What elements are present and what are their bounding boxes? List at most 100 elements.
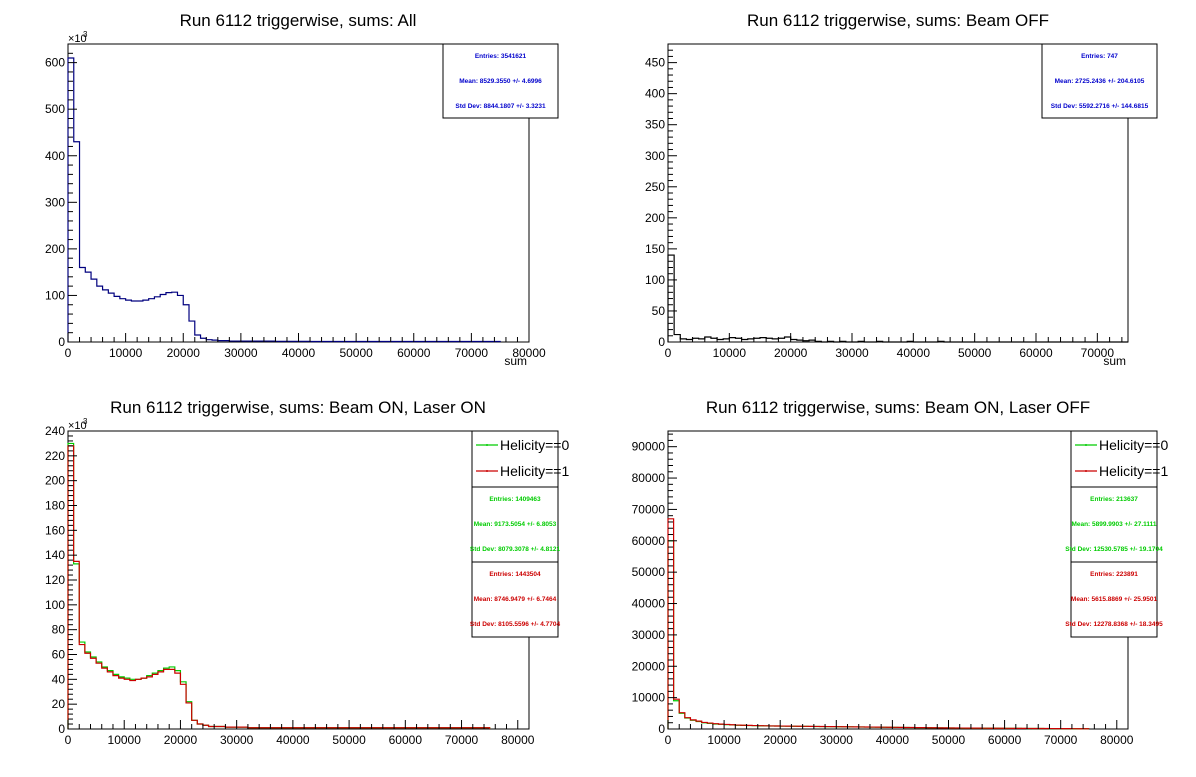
y-axis-exponent-power: 3	[83, 30, 88, 39]
stats-box	[442, 43, 559, 119]
x-tick-label: 10000	[713, 346, 747, 360]
y-tick-label: 100	[45, 598, 65, 612]
x-tick-label: 30000	[835, 346, 869, 360]
y-tick-label: 400	[45, 149, 65, 163]
x-tick-label: 70000	[445, 733, 479, 747]
stats-mean: Mean: 8529.3550 +/- 4.6996	[459, 78, 542, 85]
y-tick-label: 50	[652, 304, 666, 318]
x-tick-label: 60000	[389, 733, 423, 747]
legend-box	[1070, 430, 1158, 488]
histogram-series-0	[67, 442, 491, 729]
plot-frame	[67, 430, 530, 730]
stats-mean: Mean: 2725.2436 +/- 204.6105	[1055, 78, 1145, 85]
y-tick-label: 80	[52, 623, 66, 637]
stats-std-dev: Std Dev: 5592.2716 +/- 144.6815	[1051, 103, 1149, 110]
y-tick-label: 250	[645, 180, 665, 194]
y-tick-label: 140	[45, 548, 65, 562]
y-tick-label: 100	[45, 288, 65, 302]
legend-entry: Helicity==1	[1099, 463, 1168, 479]
y-axis-exponent: ×10	[68, 33, 87, 45]
histogram-series-1	[67, 445, 491, 729]
x-tick-label: 50000	[339, 346, 373, 360]
x-tick-label: 10000	[109, 346, 143, 360]
y-tick-label: 100	[645, 273, 665, 287]
x-axis-label: sum	[1103, 354, 1126, 368]
x-tick-label: 0	[665, 733, 672, 747]
y-tick-label: 240	[45, 424, 65, 438]
stats-std-dev: Std Dev: 12278.8368 +/- 18.3495	[1065, 621, 1163, 628]
histogram-series-1	[667, 518, 1090, 730]
chart-title: Run 6112 triggerwise, sums: Beam ON, Las…	[110, 398, 486, 417]
y-tick-label: 90000	[632, 440, 666, 454]
x-tick-label: 80000	[1100, 733, 1134, 747]
legend-marker	[486, 444, 488, 446]
stats-box	[1041, 43, 1158, 119]
y-tick-label: 50000	[632, 565, 666, 579]
x-tick-label: 70000	[1081, 346, 1115, 360]
x-tick-label: 30000	[220, 733, 254, 747]
y-tick-label: 80000	[632, 471, 666, 485]
legend-marker	[1085, 444, 1087, 446]
x-tick-label: 70000	[455, 346, 489, 360]
y-tick-label: 0	[58, 722, 65, 736]
y-tick-label: 60	[52, 648, 66, 662]
stats-mean: Mean: 9173.5054 +/- 6.8053	[474, 521, 557, 528]
y-tick-label: 500	[45, 102, 65, 116]
stats-entries: Entries: 1443504	[489, 571, 541, 578]
histogram-panel-3: Run 6112 triggerwise, sums: Beam ON, Las…	[632, 398, 1169, 747]
histogram-series-0	[67, 57, 501, 343]
x-tick-label: 80000	[501, 733, 535, 747]
histogram-panel-2: Run 6112 triggerwise, sums: Beam ON, Las…	[45, 398, 570, 747]
y-tick-label: 300	[45, 195, 65, 209]
stats-box	[471, 561, 559, 638]
y-tick-label: 20000	[632, 659, 666, 673]
histogram-panel-1: Run 6112 triggerwise, sums: Beam OFF 0 100…	[645, 11, 1158, 368]
x-tick-label: 10000	[108, 733, 142, 747]
y-tick-label: 400	[645, 87, 665, 101]
plot-frame	[667, 430, 1129, 730]
y-tick-label: 0	[58, 335, 65, 349]
stats-box	[1070, 486, 1158, 563]
stats-std-dev: Std Dev: 8105.5596 +/- 4.7704	[470, 621, 561, 628]
stats-entries: Entries: 1409463	[489, 496, 541, 503]
stats-box	[1070, 561, 1158, 638]
x-tick-label: 60000	[397, 346, 431, 360]
y-tick-label: 180	[45, 499, 65, 513]
x-tick-label: 20000	[764, 733, 798, 747]
x-tick-label: 30000	[820, 733, 854, 747]
chart-title: Run 6112 triggerwise, sums: Beam OFF	[747, 11, 1049, 30]
x-tick-label: 20000	[164, 733, 198, 747]
histogram-panel-0: Run 6112 triggerwise, sums: All 0 10000 200…	[45, 11, 559, 368]
x-tick-label: 50000	[958, 346, 992, 360]
y-tick-label: 150	[645, 242, 665, 256]
x-tick-label: 30000	[224, 346, 258, 360]
stats-std-dev: Std Dev: 8844.1807 +/- 3.3231	[455, 103, 546, 110]
stats-mean: Mean: 8746.9479 +/- 6.7464	[474, 596, 557, 603]
y-tick-label: 30000	[632, 628, 666, 642]
y-tick-label: 0	[658, 335, 665, 349]
y-axis-exponent: ×10	[68, 420, 87, 432]
x-tick-label: 50000	[332, 733, 366, 747]
y-tick-label: 350	[645, 118, 665, 132]
x-tick-label: 80000	[512, 346, 546, 360]
x-tick-label: 40000	[876, 733, 910, 747]
y-tick-label: 450	[645, 56, 665, 70]
legend-entry: Helicity==0	[1099, 437, 1168, 453]
y-tick-label: 40000	[632, 597, 666, 611]
x-tick-label: 20000	[774, 346, 808, 360]
chart-title: Run 6112 triggerwise, sums: All	[180, 11, 417, 30]
stats-std-dev: Std Dev: 8079.3078 +/- 4.8121	[470, 546, 561, 553]
x-tick-label: 40000	[276, 733, 310, 747]
x-tick-label: 0	[65, 733, 72, 747]
histogram-series-0	[667, 540, 1090, 730]
legend-marker	[1085, 470, 1087, 472]
x-tick-label: 40000	[897, 346, 931, 360]
x-tick-label: 10000	[707, 733, 741, 747]
stats-std-dev: Std Dev: 12530.5785 +/- 19.1704	[1065, 546, 1163, 553]
stats-mean: Mean: 5899.9903 +/- 27.1111	[1071, 521, 1156, 528]
x-tick-label: 60000	[1019, 346, 1053, 360]
y-tick-label: 600	[45, 56, 65, 70]
legend-entry: Helicity==0	[500, 437, 569, 453]
legend-box	[471, 430, 559, 488]
